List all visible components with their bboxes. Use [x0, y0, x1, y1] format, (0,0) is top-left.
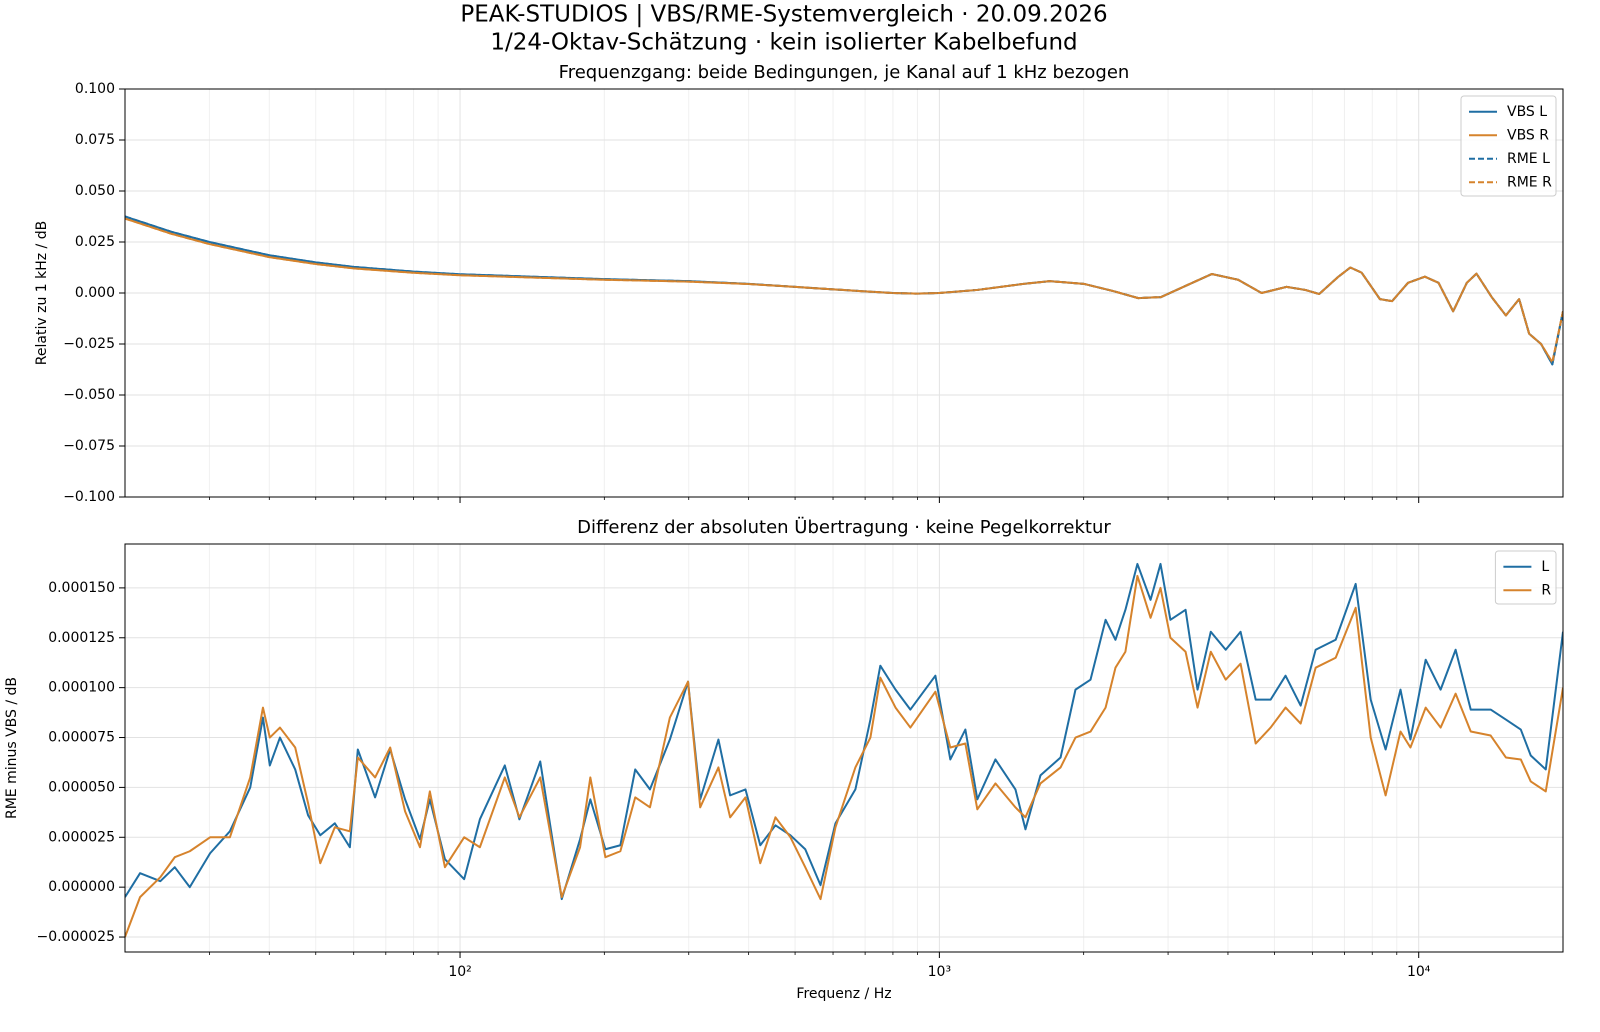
y-tick-label: 0.000050	[48, 779, 115, 795]
x-axis-label: Frequenz / Hz	[796, 986, 891, 1002]
series-line	[125, 217, 1563, 364]
figure-title: PEAK-STUDIOS | VBS/RME-Systemvergleich ·…	[460, 2, 1107, 28]
legend-label: RME L	[1507, 151, 1550, 167]
y-tick-label: 0.000075	[48, 730, 115, 746]
plot-frame	[124, 543, 1564, 953]
panel-title: Differenz der absoluten Übertragung · ke…	[577, 516, 1111, 538]
y-axis-label: RME minus VBS / dB	[4, 677, 20, 819]
y-tick-label: 0.000000	[48, 879, 115, 895]
y-tick-label: −0.075	[63, 438, 115, 454]
legend-label: RME R	[1507, 174, 1552, 190]
x-tick-label: 10³	[928, 964, 951, 980]
y-tick-label: 0.100	[75, 81, 115, 97]
legend-label: R	[1541, 582, 1551, 598]
y-tick-label: 0.025	[75, 234, 115, 250]
panel-title: Frequenzgang: beide Bedingungen, je Kana…	[559, 62, 1130, 83]
y-tick-label: 0.000025	[48, 829, 115, 845]
y-tick-label: 0.075	[75, 132, 115, 148]
y-tick-label: −0.000025	[36, 929, 115, 945]
y-tick-label: 0.000	[75, 285, 115, 301]
series-line	[125, 574, 1563, 938]
y-tick-label: −0.100	[63, 489, 115, 505]
legend-label: VBS R	[1507, 127, 1549, 143]
y-tick-label: −0.025	[63, 336, 115, 352]
y-tick-label: 0.000125	[48, 630, 115, 646]
plot-frame	[124, 88, 1564, 498]
figure-subtitle: 1/24-Oktav-Schätzung · kein isolierter K…	[490, 30, 1077, 56]
y-axis-label: Relativ zu 1 kHz / dB	[34, 221, 50, 365]
legend-label: VBS L	[1507, 104, 1547, 120]
series-line	[125, 562, 1563, 901]
y-tick-label: −0.050	[63, 387, 115, 403]
y-tick-label: 0.000100	[48, 680, 115, 696]
legend-label: L	[1541, 559, 1549, 575]
legend-box	[1460, 95, 1557, 197]
x-tick-label: 10⁴	[1407, 964, 1431, 980]
x-tick-label: 10²	[448, 964, 471, 980]
y-tick-label: 0.050	[75, 183, 115, 199]
y-tick-label: 0.000150	[48, 580, 115, 596]
